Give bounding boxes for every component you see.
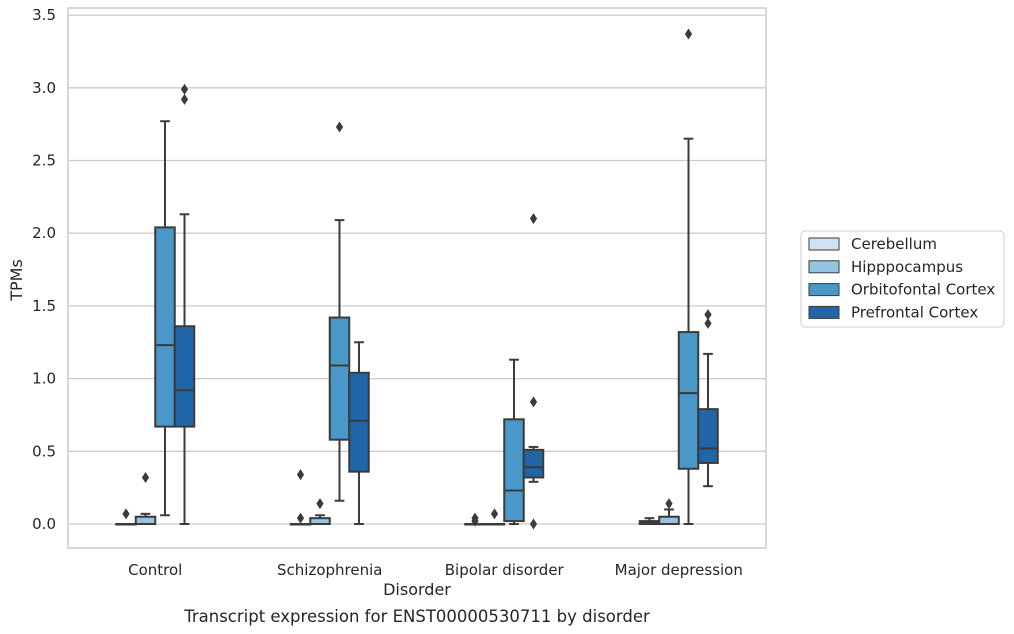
box-hipppocampus <box>134 471 157 525</box>
box-hipppocampus <box>483 508 506 526</box>
y-tick-label: 2.5 <box>32 152 56 170</box>
outlier-point <box>122 508 130 520</box>
y-tick-label: 1.0 <box>32 370 56 388</box>
legend-frame <box>800 230 1005 328</box>
box-body <box>697 408 719 464</box>
box-body <box>503 418 525 523</box>
outlier-point <box>490 508 499 520</box>
box-orbitofontal-cortex <box>328 121 351 502</box>
x-tick-label: Major depression <box>615 561 743 579</box>
box-prefrontal-cortex <box>522 213 545 530</box>
legend-swatch <box>808 305 840 319</box>
outlier-point <box>529 396 538 408</box>
y-tick-label: 0.0 <box>32 515 56 533</box>
x-tick-label: Bipolar disorder <box>445 561 565 579</box>
y-tick-label: 3.0 <box>32 79 56 97</box>
legend-label: Orbitofontal Cortex <box>851 281 995 299</box>
legend-label: Hipppocampus <box>851 258 963 276</box>
outlier-point <box>316 498 324 510</box>
outlier-point <box>529 518 538 530</box>
outlier-point <box>141 471 150 483</box>
legend-swatch <box>808 237 840 251</box>
outlier-point <box>335 121 344 133</box>
y-tick-label: 1.5 <box>32 297 56 315</box>
x-tick-label: Schizophrenia <box>277 561 382 579</box>
legend-label: Cerebellum <box>851 235 937 253</box>
y-tick-labels: 0.0 0.5 1.0 1.5 2.0 2.5 3.0 3.5 <box>32 6 56 533</box>
y-axis-label: TPMs <box>7 259 26 302</box>
box-body <box>134 515 157 525</box>
y-tick-label: 0.5 <box>32 442 56 460</box>
outlier-point <box>471 515 479 527</box>
box-body <box>658 515 680 525</box>
x-tick-label: Control <box>128 561 182 579</box>
box-body <box>154 226 176 428</box>
legend: Cerebellum Hipppocampus Orbitofontal Corte… <box>800 230 1005 328</box>
box-hipppocampus <box>658 498 680 525</box>
outlier-point <box>180 93 189 105</box>
outlier-point <box>296 469 305 481</box>
box-prefrontal-cortex <box>173 83 196 525</box>
box-cerebellum <box>289 469 312 526</box>
outlier-point <box>684 28 693 40</box>
outlier-point <box>665 498 673 510</box>
x-tick-labels: Control Schizophrenia Bipolar disorder Majo… <box>128 561 743 579</box>
chart-caption: Transcript expression for ENST0000053071… <box>183 607 650 626</box>
outlier-point <box>704 309 712 321</box>
box-body <box>677 331 700 470</box>
legend-swatch <box>808 283 840 297</box>
box-cerebellum <box>115 508 137 526</box>
box-orbitofontal-cortex <box>154 120 176 517</box>
box-body <box>173 325 196 428</box>
legend-label: Prefrontal Cortex <box>851 303 978 321</box>
box-body <box>522 448 545 479</box>
box-series <box>115 28 719 530</box>
box-body <box>328 316 351 441</box>
x-axis-label: Disorder <box>383 580 451 599</box>
outlier-point <box>296 512 305 524</box>
box-prefrontal-cortex <box>697 309 719 488</box>
outlier-point <box>529 213 538 225</box>
outlier-point <box>180 83 189 95</box>
y-tick-label: 3.5 <box>32 6 56 24</box>
box-prefrontal-cortex <box>348 341 370 525</box>
legend-swatch <box>808 260 840 274</box>
box-orbitofontal-cortex <box>677 28 700 525</box>
outlier-point <box>704 317 712 329</box>
box-hipppocampus <box>309 498 331 526</box>
y-tick-label: 2.0 <box>32 224 56 242</box>
box-body <box>348 371 370 473</box>
